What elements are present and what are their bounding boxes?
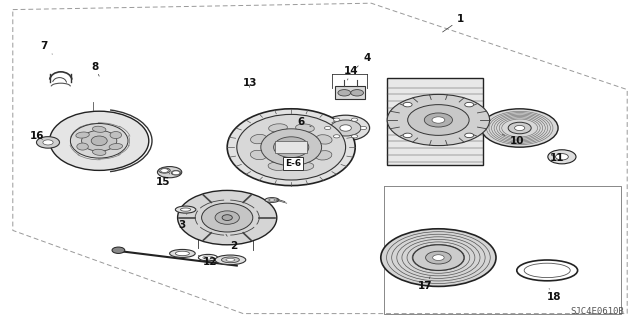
Ellipse shape bbox=[268, 162, 287, 171]
Circle shape bbox=[465, 133, 474, 138]
Text: 10: 10 bbox=[502, 134, 524, 147]
Circle shape bbox=[381, 229, 496, 286]
Ellipse shape bbox=[215, 255, 246, 265]
Text: 6: 6 bbox=[297, 116, 311, 127]
Ellipse shape bbox=[92, 149, 106, 156]
Ellipse shape bbox=[274, 137, 309, 158]
Ellipse shape bbox=[316, 135, 332, 144]
Circle shape bbox=[351, 135, 358, 138]
Circle shape bbox=[556, 154, 568, 160]
Text: 12: 12 bbox=[198, 255, 217, 268]
Ellipse shape bbox=[77, 143, 88, 150]
Bar bbox=[335, 86, 365, 99]
Circle shape bbox=[515, 125, 525, 131]
Text: 15: 15 bbox=[156, 173, 170, 187]
Circle shape bbox=[465, 102, 474, 107]
Circle shape bbox=[403, 102, 412, 107]
Circle shape bbox=[112, 247, 125, 253]
Ellipse shape bbox=[269, 124, 287, 132]
Ellipse shape bbox=[237, 115, 346, 180]
Ellipse shape bbox=[269, 199, 275, 201]
Circle shape bbox=[403, 133, 412, 138]
Bar bbox=[275, 141, 307, 153]
Ellipse shape bbox=[250, 150, 267, 160]
Circle shape bbox=[324, 126, 331, 130]
Circle shape bbox=[426, 251, 451, 264]
Ellipse shape bbox=[170, 250, 195, 257]
Ellipse shape bbox=[340, 125, 351, 131]
Circle shape bbox=[548, 150, 576, 164]
Text: 18: 18 bbox=[547, 289, 561, 302]
Text: 2: 2 bbox=[226, 234, 237, 252]
Text: 11: 11 bbox=[550, 153, 564, 164]
Ellipse shape bbox=[175, 251, 189, 256]
Text: 1: 1 bbox=[443, 14, 465, 32]
Ellipse shape bbox=[175, 206, 196, 213]
Ellipse shape bbox=[109, 143, 123, 150]
Ellipse shape bbox=[178, 190, 277, 245]
Ellipse shape bbox=[227, 109, 355, 186]
Circle shape bbox=[508, 122, 531, 134]
Ellipse shape bbox=[202, 203, 253, 232]
Circle shape bbox=[333, 118, 340, 121]
Circle shape bbox=[351, 118, 358, 121]
Ellipse shape bbox=[261, 129, 321, 166]
Ellipse shape bbox=[92, 126, 106, 132]
Text: 13: 13 bbox=[243, 78, 257, 88]
Text: 14: 14 bbox=[344, 66, 358, 80]
Circle shape bbox=[333, 135, 340, 138]
Circle shape bbox=[36, 137, 60, 148]
Text: 3: 3 bbox=[179, 214, 187, 230]
Text: 17: 17 bbox=[419, 277, 433, 292]
Ellipse shape bbox=[82, 131, 117, 151]
Text: 16: 16 bbox=[30, 131, 44, 141]
Circle shape bbox=[360, 126, 367, 130]
Ellipse shape bbox=[110, 132, 122, 139]
Text: SJC4E0610B: SJC4E0610B bbox=[570, 307, 624, 316]
Ellipse shape bbox=[92, 136, 108, 146]
Ellipse shape bbox=[222, 215, 232, 220]
Ellipse shape bbox=[322, 115, 370, 141]
Circle shape bbox=[172, 171, 180, 175]
Circle shape bbox=[481, 109, 558, 147]
Circle shape bbox=[161, 169, 168, 172]
Circle shape bbox=[424, 113, 452, 127]
Circle shape bbox=[351, 90, 364, 96]
Ellipse shape bbox=[50, 111, 149, 170]
Circle shape bbox=[338, 90, 351, 96]
Circle shape bbox=[433, 255, 444, 260]
Circle shape bbox=[408, 105, 469, 135]
Ellipse shape bbox=[76, 132, 90, 138]
Ellipse shape bbox=[172, 171, 181, 175]
Circle shape bbox=[432, 117, 445, 123]
Circle shape bbox=[413, 245, 464, 270]
Circle shape bbox=[387, 94, 490, 146]
Bar bbox=[387, 78, 483, 165]
Ellipse shape bbox=[221, 257, 239, 263]
Ellipse shape bbox=[180, 208, 191, 211]
Text: E-6: E-6 bbox=[285, 159, 301, 168]
Ellipse shape bbox=[215, 211, 239, 224]
Ellipse shape bbox=[265, 198, 279, 203]
Ellipse shape bbox=[159, 168, 170, 173]
Ellipse shape bbox=[157, 167, 182, 178]
Ellipse shape bbox=[316, 151, 332, 160]
Ellipse shape bbox=[330, 120, 361, 136]
Text: 4: 4 bbox=[354, 52, 371, 70]
Ellipse shape bbox=[295, 162, 314, 171]
Text: 8: 8 bbox=[91, 61, 99, 76]
Ellipse shape bbox=[226, 259, 235, 261]
Ellipse shape bbox=[250, 134, 267, 144]
Ellipse shape bbox=[70, 124, 128, 158]
Ellipse shape bbox=[296, 124, 314, 132]
Text: 7: 7 bbox=[40, 41, 52, 54]
Circle shape bbox=[43, 140, 53, 145]
